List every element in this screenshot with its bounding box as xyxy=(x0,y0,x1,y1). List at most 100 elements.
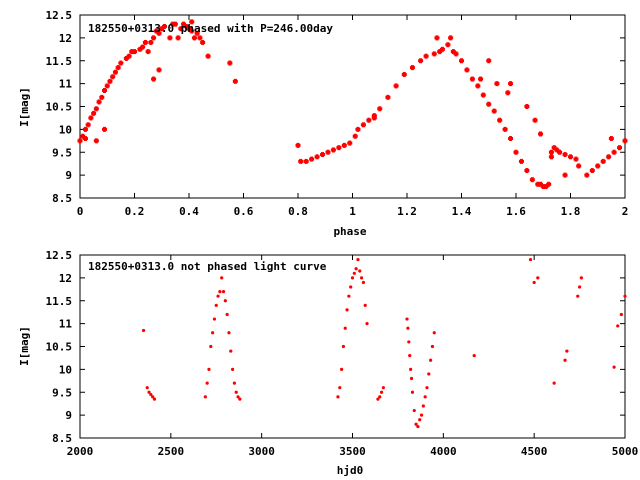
data-point xyxy=(540,184,546,190)
data-point xyxy=(175,35,181,41)
data-point xyxy=(401,71,407,77)
data-point xyxy=(104,83,110,89)
data-point xyxy=(505,90,511,96)
data-point xyxy=(379,390,384,394)
data-point xyxy=(212,317,217,321)
data-point xyxy=(203,395,207,399)
data-point xyxy=(341,142,347,148)
y-tick-label: 9 xyxy=(65,409,72,422)
data-point xyxy=(548,149,554,155)
data-point xyxy=(347,294,351,298)
data-point xyxy=(338,386,342,390)
data-point xyxy=(352,133,358,139)
data-point xyxy=(355,126,361,132)
data-point xyxy=(93,138,99,144)
data-point xyxy=(450,49,456,55)
unphased-light-curve-panel: 2000 2500 3000 3500 4000 4500 5000 8.5 9 9.5 10 10… xyxy=(18,249,638,477)
x-tick-label: 5000 xyxy=(612,445,639,458)
data-point xyxy=(576,294,580,298)
data-point xyxy=(354,267,358,271)
data-point xyxy=(232,78,238,84)
data-point xyxy=(423,395,427,399)
data-point xyxy=(529,177,535,183)
y-tick-label: 8.5 xyxy=(52,432,72,445)
data-point xyxy=(432,331,436,335)
data-point xyxy=(480,92,486,98)
data-point xyxy=(82,136,88,142)
data-point xyxy=(548,154,554,160)
data-point xyxy=(336,145,342,151)
data-point xyxy=(576,163,582,169)
data-point xyxy=(303,158,309,164)
data-point xyxy=(197,35,203,41)
x-tick-label: 1 xyxy=(349,205,356,218)
data-point xyxy=(622,138,628,144)
x-tick-label: 3500 xyxy=(339,445,366,458)
x-tick-label: 0.6 xyxy=(234,205,254,218)
data-point xyxy=(532,280,536,285)
data-point xyxy=(589,168,595,174)
data-point xyxy=(178,26,184,32)
data-point xyxy=(429,358,433,362)
y-tick-label: 10.5 xyxy=(46,101,73,114)
data-point xyxy=(513,149,519,155)
data-point xyxy=(563,358,567,362)
data-point xyxy=(234,390,238,394)
data-point xyxy=(393,83,399,89)
x-tick-label: 0.2 xyxy=(125,205,145,218)
data-point xyxy=(475,83,481,89)
x-axis-ticks: 0 0.2 0.4 0.6 0.8 1 1.2 1.4 1.6 1.8 2 xyxy=(77,15,628,218)
x-tick-label: 0.4 xyxy=(179,205,199,218)
y-tick-label: 12.5 xyxy=(46,249,73,262)
data-point xyxy=(360,122,366,128)
data-point xyxy=(93,106,99,112)
data-point xyxy=(112,69,118,75)
data-point xyxy=(126,53,132,59)
data-point xyxy=(145,49,151,55)
data-point xyxy=(573,156,579,162)
data-point xyxy=(459,58,464,64)
data-point xyxy=(141,328,146,333)
data-point xyxy=(546,181,552,187)
data-point xyxy=(118,60,124,66)
data-point xyxy=(151,395,155,399)
x-axis-label: hjd0 xyxy=(337,464,364,477)
data-point xyxy=(330,147,336,153)
data-point xyxy=(524,104,530,109)
data-point xyxy=(557,149,563,155)
data-point xyxy=(469,76,475,82)
data-point xyxy=(358,269,362,273)
data-point xyxy=(414,422,418,426)
data-point xyxy=(220,276,224,280)
data-point xyxy=(214,303,218,307)
data-point xyxy=(418,58,424,64)
data-point xyxy=(421,404,425,408)
data-point xyxy=(528,257,533,262)
y-axis-ticks: 8.5 9 9.5 10 10.5 11 11.5 12 12.5 xyxy=(46,249,625,445)
data-point xyxy=(608,136,614,142)
data-point xyxy=(616,324,620,328)
data-point xyxy=(140,44,146,50)
data-point xyxy=(350,276,355,280)
data-point xyxy=(423,53,429,59)
data-point xyxy=(538,131,544,137)
y-tick-label: 12.5 xyxy=(46,9,73,22)
data-point xyxy=(554,147,560,153)
x-tick-label: 4500 xyxy=(521,445,548,458)
data-point xyxy=(568,154,573,160)
data-point xyxy=(409,376,414,381)
data-point xyxy=(409,65,415,71)
data-point xyxy=(137,46,143,52)
data-point xyxy=(619,312,623,317)
data-point xyxy=(366,117,372,123)
data-point xyxy=(377,106,383,112)
x-axis-label: phase xyxy=(333,225,366,238)
data-point xyxy=(151,76,157,82)
data-point xyxy=(552,381,556,385)
chart-title: 182550+0313.0 phased with P=246.00day xyxy=(88,22,333,35)
data-point xyxy=(132,49,137,55)
data-point xyxy=(189,28,195,34)
data-point xyxy=(430,344,435,349)
data-point xyxy=(356,257,360,262)
data-point xyxy=(565,349,569,353)
